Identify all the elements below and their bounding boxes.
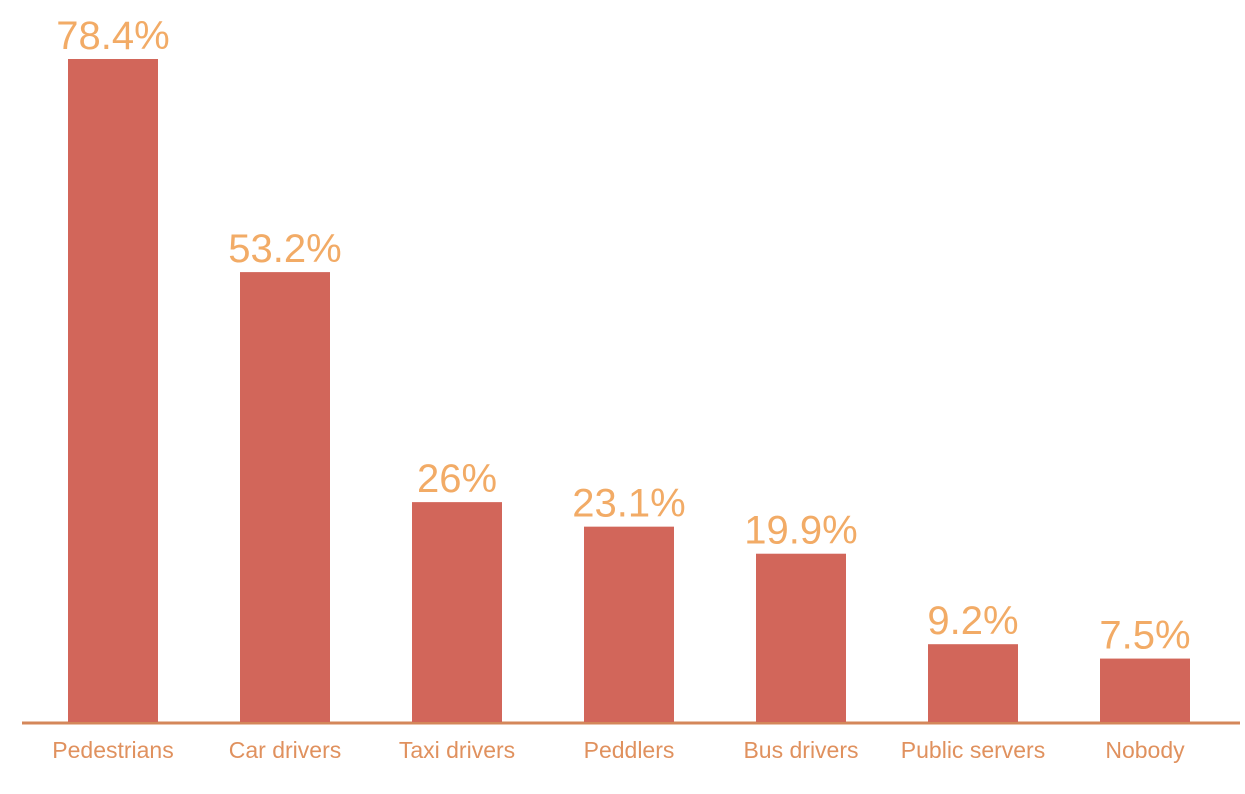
bar (756, 553, 846, 722)
x-tick-label: Public servers (901, 737, 1045, 763)
value-label: 53.2% (228, 227, 341, 271)
bar (240, 272, 330, 722)
x-tick-label: Taxi drivers (399, 737, 515, 763)
x-tick-label: Pedestrians (52, 737, 173, 763)
value-label: 78.4% (56, 14, 169, 58)
bar (1100, 658, 1190, 722)
bar (412, 502, 502, 722)
x-tick-label: Peddlers (584, 737, 675, 763)
x-tick-label: Car drivers (229, 737, 341, 763)
value-label: 23.1% (572, 482, 685, 526)
value-label: 19.9% (744, 509, 857, 553)
value-label: 7.5% (1099, 614, 1190, 658)
x-tick-label: Bus drivers (743, 737, 858, 763)
value-label: 9.2% (927, 599, 1018, 643)
bar (584, 526, 674, 722)
bar (68, 59, 158, 722)
value-label: 26% (417, 457, 497, 501)
x-tick-label: Nobody (1105, 737, 1185, 763)
bar (928, 644, 1018, 722)
